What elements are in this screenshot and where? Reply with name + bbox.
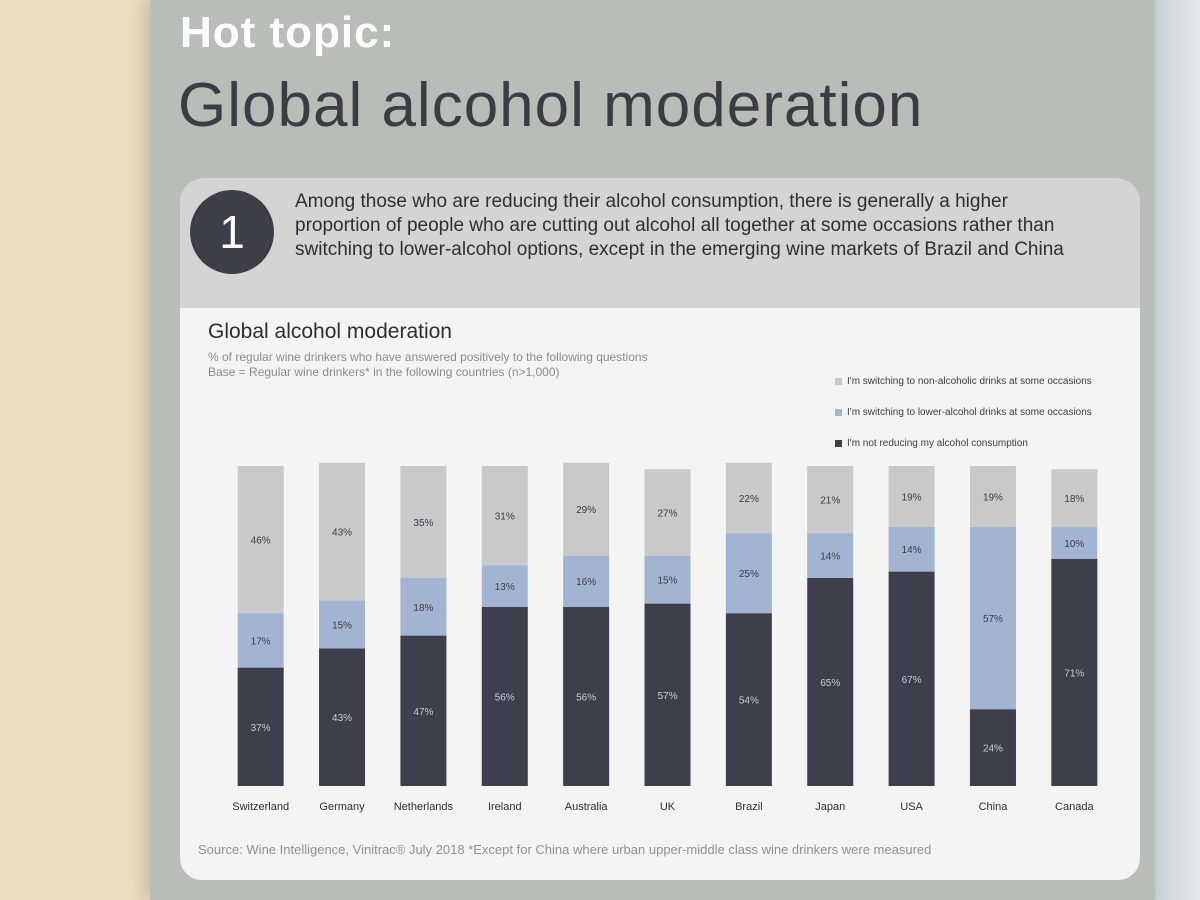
data-label-non-alcoholic-switzerland: 46% xyxy=(251,536,271,547)
legend-item-non-alcoholic: I'm switching to non-alcoholic drinks at… xyxy=(835,376,1092,387)
bar-segment-not-reducing-brazil xyxy=(725,613,772,786)
chart-subtitle-line-1: % of regular wine drinkers who have answ… xyxy=(208,350,648,364)
legend-swatch-lower-alcohol xyxy=(835,409,842,416)
bar-segment-not-reducing-australia xyxy=(563,606,610,786)
bar-segment-non-alcoholic-brazil xyxy=(725,462,772,534)
x-tick-label-japan: Japan xyxy=(815,801,845,813)
data-label-not-reducing-canada: 71% xyxy=(1064,668,1084,679)
data-label-not-reducing-brazil: 54% xyxy=(739,696,759,707)
chart-subtitle: % of regular wine drinkers who have answ… xyxy=(208,350,648,380)
callout-text: Among those who are reducing their alcoh… xyxy=(295,191,1064,260)
magazine-page: Hot topic: Global alcohol moderation 1 A… xyxy=(150,0,1155,900)
bar-segment-lower-alcohol-germany xyxy=(319,600,366,649)
data-label-lower-alcohol-japan: 14% xyxy=(820,552,840,563)
bar-segment-not-reducing-china xyxy=(969,709,1016,786)
data-label-lower-alcohol-germany: 15% xyxy=(332,620,352,631)
chart-title: Global alcohol moderation xyxy=(208,320,452,343)
legend-swatch-not-reducing xyxy=(835,440,842,447)
data-label-non-alcoholic-ireland: 31% xyxy=(495,512,515,523)
bar-segment-not-reducing-switzerland xyxy=(237,667,284,786)
x-tick-label-germany: Germany xyxy=(319,801,365,813)
bar-segment-lower-alcohol-canada xyxy=(1051,526,1098,559)
x-tick-label-usa: USA xyxy=(900,801,923,813)
data-label-lower-alcohol-australia: 16% xyxy=(576,577,596,588)
data-label-non-alcoholic-japan: 21% xyxy=(820,496,840,507)
x-tick-label-switzerland: Switzerland xyxy=(232,801,289,813)
callout-box: 1 Among those who are reducing their alc… xyxy=(180,178,1140,308)
x-tick-label-ireland: Ireland xyxy=(488,801,522,813)
data-label-not-reducing-china: 24% xyxy=(983,744,1003,755)
data-label-not-reducing-usa: 67% xyxy=(902,675,922,686)
kicker-title: Hot topic: xyxy=(180,8,396,57)
bar-segment-non-alcoholic-netherlands xyxy=(400,466,447,578)
x-tick-label-uk: UK xyxy=(660,801,676,813)
bar-segment-lower-alcohol-uk xyxy=(644,555,691,604)
x-tick-label-australia: Australia xyxy=(565,801,609,813)
data-label-not-reducing-japan: 65% xyxy=(820,678,840,689)
chart-panel: Global alcohol moderation % of regular w… xyxy=(180,308,1140,880)
bar-segment-lower-alcohol-switzerland xyxy=(237,613,284,668)
bar-segment-lower-alcohol-brazil xyxy=(725,533,772,614)
data-label-not-reducing-uk: 57% xyxy=(657,691,677,702)
data-label-not-reducing-australia: 56% xyxy=(576,692,596,703)
x-tick-label-china: China xyxy=(979,801,1009,813)
bar-segment-non-alcoholic-switzerland xyxy=(237,466,284,614)
x-tick-label-canada: Canada xyxy=(1055,801,1094,813)
bar-segment-lower-alcohol-australia xyxy=(563,555,610,607)
callout-number-badge: 1 xyxy=(190,190,274,274)
data-label-non-alcoholic-usa: 19% xyxy=(902,492,922,503)
data-label-not-reducing-netherlands: 47% xyxy=(413,707,433,718)
source-note: Source: Wine Intelligence, Vinitrac® Jul… xyxy=(198,842,932,857)
x-tick-label-netherlands: Netherlands xyxy=(394,801,454,813)
bar-segment-not-reducing-germany xyxy=(319,648,366,786)
bar-segment-lower-alcohol-ireland xyxy=(481,565,528,607)
data-label-lower-alcohol-canada: 10% xyxy=(1064,539,1084,550)
data-label-non-alcoholic-canada: 18% xyxy=(1064,494,1084,505)
data-label-non-alcoholic-australia: 29% xyxy=(576,505,596,516)
data-label-not-reducing-ireland: 56% xyxy=(495,692,515,703)
legend-label-non-alcoholic: I'm switching to non-alcoholic drinks at… xyxy=(847,376,1092,387)
bar-segment-non-alcoholic-canada xyxy=(1051,469,1098,527)
bar-segment-non-alcoholic-uk xyxy=(644,469,691,556)
bar-segment-non-alcoholic-japan xyxy=(807,466,854,534)
bar-segment-not-reducing-uk xyxy=(644,603,691,786)
data-label-not-reducing-switzerland: 37% xyxy=(251,723,271,734)
bar-segment-non-alcoholic-australia xyxy=(563,462,610,556)
bar-segment-lower-alcohol-usa xyxy=(888,526,935,572)
data-label-lower-alcohol-brazil: 25% xyxy=(739,569,759,580)
bar-segment-not-reducing-usa xyxy=(888,571,935,786)
bar-segment-lower-alcohol-japan xyxy=(807,533,854,578)
legend-item-not-reducing: I'm not reducing my alcohol consumption xyxy=(835,438,1028,449)
legend-item-lower-alcohol: I'm switching to lower-alcohol drinks at… xyxy=(835,407,1092,418)
legend-label-not-reducing: I'm not reducing my alcohol consumption xyxy=(847,438,1028,449)
data-label-lower-alcohol-switzerland: 17% xyxy=(251,636,271,647)
bar-segment-non-alcoholic-germany xyxy=(319,462,366,601)
data-label-non-alcoholic-netherlands: 35% xyxy=(413,518,433,529)
data-label-lower-alcohol-uk: 15% xyxy=(657,576,677,587)
bar-segment-non-alcoholic-usa xyxy=(888,466,935,527)
data-label-non-alcoholic-brazil: 22% xyxy=(739,494,759,505)
bar-segment-non-alcoholic-ireland xyxy=(481,466,528,566)
legend-label-lower-alcohol: I'm switching to lower-alcohol drinks at… xyxy=(847,407,1092,418)
data-label-lower-alcohol-ireland: 13% xyxy=(495,582,515,593)
chart-subtitle-line-2: Base = Regular wine drinkers* in the fol… xyxy=(208,365,560,379)
data-label-non-alcoholic-china: 19% xyxy=(983,492,1003,503)
stacked-bar-chart: 37% 17% 46% Switzerland 43% 15% 43% Germany 47% 1… xyxy=(232,462,1098,813)
bar-segment-not-reducing-canada xyxy=(1051,558,1098,786)
bar-segment-non-alcoholic-china xyxy=(969,466,1016,527)
data-label-lower-alcohol-netherlands: 18% xyxy=(413,603,433,614)
legend-swatch-non-alcoholic xyxy=(835,378,842,385)
x-tick-label-brazil: Brazil xyxy=(735,801,763,813)
data-label-lower-alcohol-usa: 14% xyxy=(902,545,922,556)
bar-segment-not-reducing-ireland xyxy=(481,606,528,786)
headline: Global alcohol moderation xyxy=(178,71,924,140)
data-label-lower-alcohol-china: 57% xyxy=(983,614,1003,625)
data-label-not-reducing-germany: 43% xyxy=(332,713,352,724)
bar-segment-lower-alcohol-netherlands xyxy=(400,578,447,636)
bar-segment-not-reducing-japan xyxy=(807,578,854,786)
data-label-non-alcoholic-germany: 43% xyxy=(332,528,352,539)
bar-segment-not-reducing-netherlands xyxy=(400,635,447,786)
bar-segment-lower-alcohol-china xyxy=(969,526,1016,710)
data-label-non-alcoholic-uk: 27% xyxy=(657,508,677,519)
